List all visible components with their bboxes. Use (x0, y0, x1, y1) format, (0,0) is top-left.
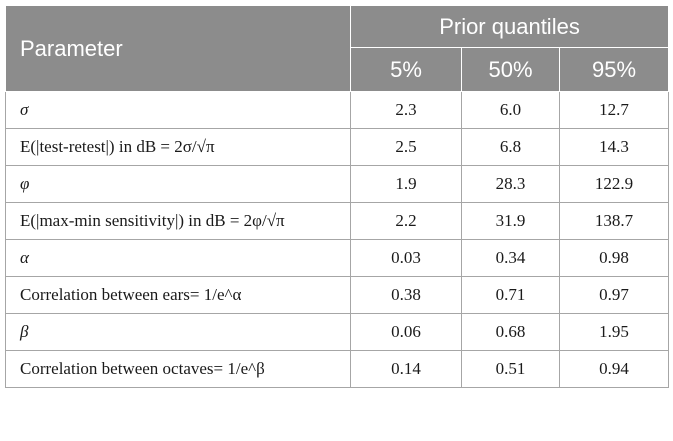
cell-q50: 0.71 (461, 276, 560, 314)
cell-q5: 2.5 (350, 128, 462, 166)
table-row: φ 1.9 28.3 122.9 (5, 165, 670, 203)
parameter-label: α (20, 248, 29, 267)
cell-q50: 0.51 (461, 350, 560, 388)
table-row: β 0.06 0.68 1.95 (5, 313, 670, 351)
table-row: σ 2.3 6.0 12.7 (5, 91, 670, 129)
parameter-label: E(|test-retest|) in dB = 2σ/√π (20, 137, 215, 156)
cell-parameter: Correlation between ears= 1/e^α (5, 276, 351, 314)
column-header-50-percent: 50% (461, 47, 560, 92)
parameter-label: σ (20, 100, 29, 119)
cell-parameter: Correlation between octaves= 1/e^β (5, 350, 351, 388)
cell-q50: 0.34 (461, 239, 560, 277)
cell-q50: 0.68 (461, 313, 560, 351)
cell-q5: 2.2 (350, 202, 462, 240)
parameter-label: φ (20, 174, 30, 193)
column-header-5-percent: 5% (350, 47, 462, 92)
cell-q95: 0.94 (558, 350, 670, 388)
cell-parameter: α (5, 239, 351, 277)
column-group-header-prior-quantiles: Prior quantiles (349, 5, 670, 48)
prior-quantiles-table: Parameter Prior quantiles 5% 50% 95% σ 2… (5, 5, 670, 388)
header-row-1: Parameter Prior quantiles (5, 5, 670, 92)
table-row: Correlation between ears= 1/e^α 0.38 0.7… (5, 276, 670, 314)
parameter-label: β (20, 322, 29, 341)
cell-q5: 0.06 (350, 313, 462, 351)
cell-q95: 1.95 (558, 313, 670, 351)
cell-q95: 138.7 (558, 202, 670, 240)
cell-q5: 0.38 (350, 276, 462, 314)
cell-q5: 2.3 (350, 91, 462, 129)
cell-q5: 0.14 (350, 350, 462, 388)
cell-q50: 6.0 (461, 91, 560, 129)
parameter-label: E(|max-min sensitivity|) in dB = 2φ/√π (20, 211, 285, 230)
cell-q50: 31.9 (461, 202, 560, 240)
header-row-2: 5% 50% 95% (6, 47, 670, 92)
cell-q95: 122.9 (558, 165, 670, 203)
table-row: α 0.03 0.34 0.98 (5, 239, 670, 277)
cell-q50: 28.3 (461, 165, 560, 203)
column-header-95-percent: 95% (558, 47, 670, 92)
column-header-parameter: Parameter (5, 5, 351, 92)
cell-parameter: φ (5, 165, 351, 203)
parameter-label: Correlation between ears= 1/e^α (20, 285, 242, 304)
parameter-label: Correlation between octaves= 1/e^β (20, 359, 265, 378)
cell-q95: 12.7 (558, 91, 670, 129)
cell-parameter: E(|max-min sensitivity|) in dB = 2φ/√π (5, 202, 351, 240)
table-row: E(|max-min sensitivity|) in dB = 2φ/√π 2… (5, 202, 670, 240)
cell-parameter: σ (5, 91, 351, 129)
cell-q50: 6.8 (461, 128, 560, 166)
table-body: σ 2.3 6.0 12.7 E(|test-retest|) in dB = … (5, 91, 670, 388)
cell-q95: 14.3 (558, 128, 670, 166)
cell-q95: 0.97 (558, 276, 670, 314)
cell-q5: 1.9 (350, 165, 462, 203)
table-row: E(|test-retest|) in dB = 2σ/√π 2.5 6.8 1… (5, 128, 670, 166)
table-row: Correlation between octaves= 1/e^β 0.14 … (5, 350, 670, 388)
cell-parameter: β (5, 313, 351, 351)
cell-parameter: E(|test-retest|) in dB = 2σ/√π (5, 128, 351, 166)
prior-quantiles-table-container: Parameter Prior quantiles 5% 50% 95% σ 2… (5, 5, 670, 436)
cell-q95: 0.98 (558, 239, 670, 277)
table-header: Parameter Prior quantiles 5% 50% 95% (5, 5, 670, 92)
cell-q5: 0.03 (350, 239, 462, 277)
